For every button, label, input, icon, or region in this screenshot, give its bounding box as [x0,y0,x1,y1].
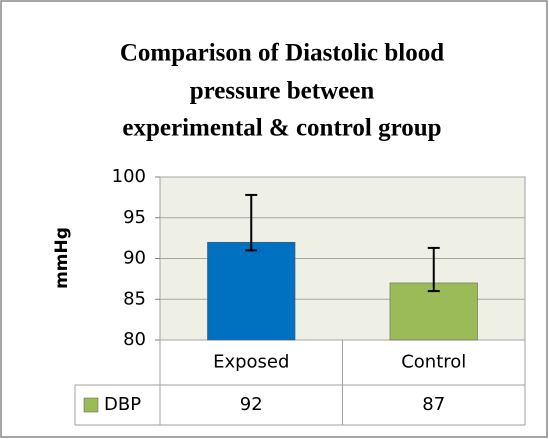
legend-label: DBP [104,394,141,415]
bar [207,241,296,341]
y-axis-label: mmHg [52,227,72,289]
y-tick-label: 100 [112,166,146,187]
x-tick-label: Exposed [213,352,289,373]
data-label: 87 [422,394,445,415]
y-tick-label: 80 [123,329,146,350]
chart-title: experimental & control group [122,115,441,142]
chart-title: Comparison of Diastolic blood [120,40,444,67]
data-label: 92 [240,394,263,415]
legend-key [83,397,99,413]
x-tick-label: Control [401,352,466,373]
bar [389,282,478,341]
chart-title: pressure between [190,78,375,105]
y-tick-label: 95 [123,207,146,228]
y-tick-label: 90 [123,248,146,269]
y-tick-label: 85 [123,288,146,309]
